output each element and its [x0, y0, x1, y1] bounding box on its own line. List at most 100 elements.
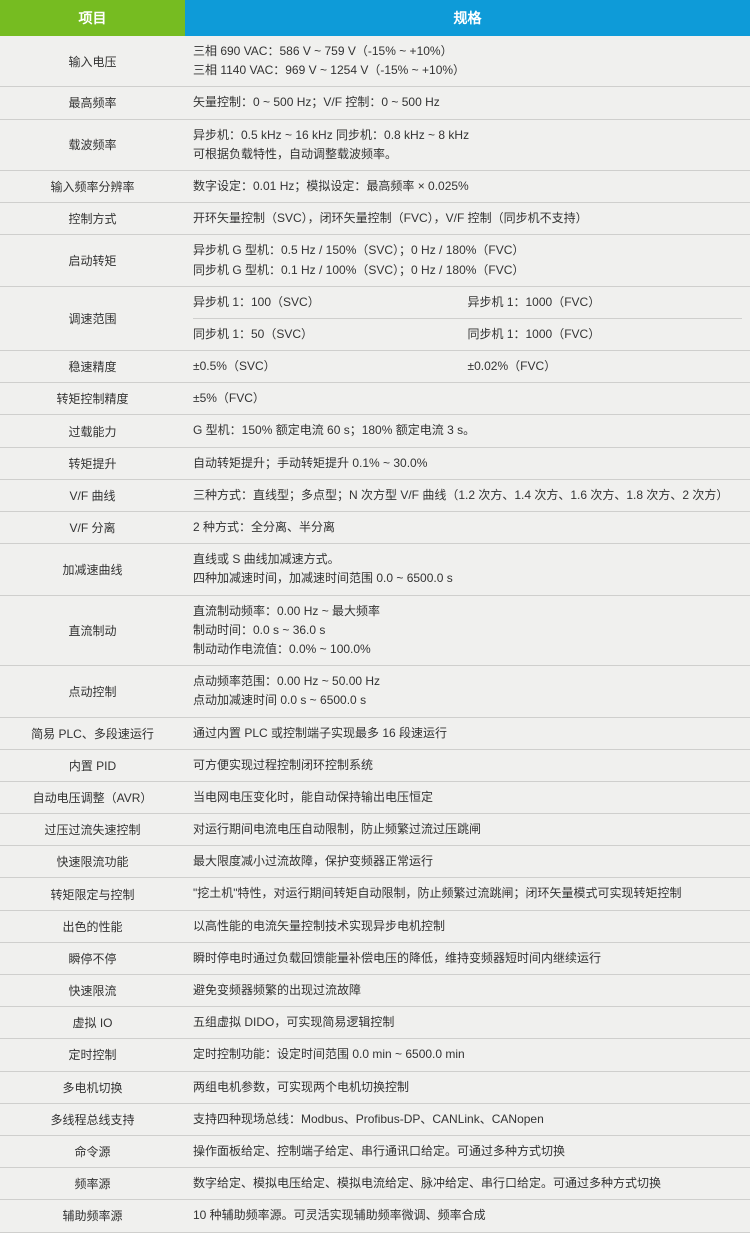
row-value: 异步机 1：100（SVC）异步机 1：1000（FVC）同步机 1：50（SV…	[185, 287, 750, 350]
table-row: 加减速曲线直线或 S 曲线加减速方式。四种加减速时间，加减速时间范围 0.0 ~…	[0, 544, 750, 595]
table-row: 过载能力 G 型机：150% 额定电流 60 s；180% 额定电流 3 s。	[0, 415, 750, 447]
value-text: 三种方式：直线型；多点型；N 次方型 V/F 曲线（1.2 次方、1.4 次方、…	[193, 486, 742, 505]
value-text: "挖土机"特性，对运行期间转矩自动限制，防止频繁过流跳闸；闭环矢量模式可实现转矩…	[193, 884, 742, 903]
row-value: 五组虚拟 DIDO，可实现简易逻辑控制	[185, 1007, 750, 1038]
value-text: 数字设定：0.01 Hz；模拟设定：最高频率 × 0.025%	[193, 177, 742, 196]
header-item: 项目	[0, 0, 185, 36]
table-row: 稳速精度 ±0.5%（SVC）±0.02%（FVC）	[0, 351, 750, 383]
table-row: 出色的性能以高性能的电流矢量控制技术实现异步电机控制	[0, 911, 750, 943]
value-text: 自动转矩提升；手动转矩提升 0.1% ~ 30.0%	[193, 454, 742, 473]
row-value: 瞬时停电时通过负载回馈能量补偿电压的降低，维持变频器短时间内继续运行	[185, 943, 750, 974]
value-text: G 型机：150% 额定电流 60 s；180% 额定电流 3 s。	[193, 421, 742, 440]
row-label: 出色的性能	[0, 911, 185, 942]
value-text: 支持四种现场总线：Modbus、Profibus-DP、CANLink、CANo…	[193, 1110, 742, 1129]
value-text: 五组虚拟 DIDO，可实现简易逻辑控制	[193, 1013, 742, 1032]
row-value: 三相 690 VAC：586 V ~ 759 V（-15% ~ +10%）三相 …	[185, 36, 750, 86]
row-label: 加减速曲线	[0, 544, 185, 594]
value-text: 数字给定、模拟电压给定、模拟电流给定、脉冲给定、串行口给定。可通过多种方式切换	[193, 1174, 742, 1193]
value-text: 当电网电压变化时，能自动保持输出电压恒定	[193, 788, 742, 807]
row-label: 转矩限定与控制	[0, 878, 185, 909]
row-label: 内置 PID	[0, 750, 185, 781]
row-label: 多电机切换	[0, 1072, 185, 1103]
table-row: 调速范围异步机 1：100（SVC）异步机 1：1000（FVC）同步机 1：5…	[0, 287, 750, 351]
value-text: 10 种辅助频率源。可灵活实现辅助频率微调、频率合成	[193, 1206, 742, 1225]
value-text: 操作面板给定、控制端子给定、串行通讯口给定。可通过多种方式切换	[193, 1142, 742, 1161]
table-row: 输入电压三相 690 VAC：586 V ~ 759 V（-15% ~ +10%…	[0, 36, 750, 87]
row-label: 启动转矩	[0, 235, 185, 285]
table-row: 简易 PLC、多段速运行通过内置 PLC 或控制端子实现最多 16 段速运行	[0, 718, 750, 750]
row-value: 数字给定、模拟电压给定、模拟电流给定、脉冲给定、串行口给定。可通过多种方式切换	[185, 1168, 750, 1199]
row-value: 直流制动频率：0.00 Hz ~ 最大频率制动时间：0.0 s ~ 36.0 s…	[185, 596, 750, 666]
row-label: 输入电压	[0, 36, 185, 86]
row-label: 快速限流功能	[0, 846, 185, 877]
table-row: 点动控制点动频率范围：0.00 Hz ~ 50.00 Hz点动加减速时间 0.0…	[0, 666, 750, 717]
row-label: 稳速精度	[0, 351, 185, 382]
value-text: 对运行期间电流电压自动限制，防止频繁过流过压跳闸	[193, 820, 742, 839]
row-value: 直线或 S 曲线加减速方式。四种加减速时间，加减速时间范围 0.0 ~ 6500…	[185, 544, 750, 594]
row-value: 异步机 G 型机：0.5 Hz / 150%（SVC）；0 Hz / 180%（…	[185, 235, 750, 285]
row-label: 最高频率	[0, 87, 185, 118]
row-value: 2 种方式：全分离、半分离	[185, 512, 750, 543]
row-label: 调速范围	[0, 287, 185, 350]
value-text: 直线或 S 曲线加减速方式。四种加减速时间，加减速时间范围 0.0 ~ 6500…	[193, 550, 742, 588]
row-label: 虚拟 IO	[0, 1007, 185, 1038]
row-value: 可方便实现过程控制闭环控制系统	[185, 750, 750, 781]
row-value: 最大限度减小过流故障，保护变频器正常运行	[185, 846, 750, 877]
row-value: 点动频率范围：0.00 Hz ~ 50.00 Hz点动加减速时间 0.0 s ~…	[185, 666, 750, 716]
value-text: 直流制动频率：0.00 Hz ~ 最大频率制动时间：0.0 s ~ 36.0 s…	[193, 602, 742, 660]
table-row: 快速限流功能最大限度减小过流故障，保护变频器正常运行	[0, 846, 750, 878]
table-row: 多电机切换两组电机参数，可实现两个电机切换控制	[0, 1072, 750, 1104]
table-header: 项目 规格	[0, 0, 750, 36]
row-label: 辅助频率源	[0, 1200, 185, 1231]
header-spec: 规格	[185, 0, 750, 36]
cell: 同步机 1：50（SVC）	[193, 325, 468, 344]
value-text: 异步机：0.5 kHz ~ 16 kHz 同步机：0.8 kHz ~ 8 kHz…	[193, 126, 742, 164]
table-row: 虚拟 IO 五组虚拟 DIDO，可实现简易逻辑控制	[0, 1007, 750, 1039]
cell: 异步机 1：100（SVC）	[193, 293, 468, 312]
row-value: 定时控制功能：设定时间范围 0.0 min ~ 6500.0 min	[185, 1039, 750, 1070]
value-text: 点动频率范围：0.00 Hz ~ 50.00 Hz点动加减速时间 0.0 s ~…	[193, 672, 742, 710]
row-label: 输入频率分辨率	[0, 171, 185, 202]
row-label: V/F 分离	[0, 512, 185, 543]
row-label: 转矩提升	[0, 448, 185, 479]
row-value: 当电网电压变化时，能自动保持输出电压恒定	[185, 782, 750, 813]
table-row: V/F 分离 2 种方式：全分离、半分离	[0, 512, 750, 544]
table-row: 辅助频率源 10 种辅助频率源。可灵活实现辅助频率微调、频率合成	[0, 1200, 750, 1232]
table-row: 控制方式开环矢量控制（SVC），闭环矢量控制（FVC），V/F 控制（同步机不支…	[0, 203, 750, 235]
row-label: 过载能力	[0, 415, 185, 446]
table-row: 转矩控制精度 ±5%（FVC）	[0, 383, 750, 415]
spec-table: 项目 规格 输入电压三相 690 VAC：586 V ~ 759 V（-15% …	[0, 0, 750, 1233]
value-text: 瞬时停电时通过负载回馈能量补偿电压的降低，维持变频器短时间内继续运行	[193, 949, 742, 968]
table-row: 频率源数字给定、模拟电压给定、模拟电流给定、脉冲给定、串行口给定。可通过多种方式…	[0, 1168, 750, 1200]
table-row: 输入频率分辨率数字设定：0.01 Hz；模拟设定：最高频率 × 0.025%	[0, 171, 750, 203]
table-row: 过压过流失速控制对运行期间电流电压自动限制，防止频繁过流过压跳闸	[0, 814, 750, 846]
row-value: 数字设定：0.01 Hz；模拟设定：最高频率 × 0.025%	[185, 171, 750, 202]
row-value: 异步机：0.5 kHz ~ 16 kHz 同步机：0.8 kHz ~ 8 kHz…	[185, 120, 750, 170]
table-row: 内置 PID 可方便实现过程控制闭环控制系统	[0, 750, 750, 782]
value-text: ±5%（FVC）	[193, 389, 742, 408]
row-label: 转矩控制精度	[0, 383, 185, 414]
cell: 异步机 1：1000（FVC）	[468, 293, 743, 312]
row-value: 对运行期间电流电压自动限制，防止频繁过流过压跳闸	[185, 814, 750, 845]
row-value: "挖土机"特性，对运行期间转矩自动限制，防止频繁过流跳闸；闭环矢量模式可实现转矩…	[185, 878, 750, 909]
row-label: 简易 PLC、多段速运行	[0, 718, 185, 749]
table-row: 载波频率异步机：0.5 kHz ~ 16 kHz 同步机：0.8 kHz ~ 8…	[0, 120, 750, 171]
cell: ±0.02%（FVC）	[468, 357, 743, 376]
cell: ±0.5%（SVC）	[193, 357, 468, 376]
value-text: 2 种方式：全分离、半分离	[193, 518, 742, 537]
row-value: ±5%（FVC）	[185, 383, 750, 414]
row-value: 操作面板给定、控制端子给定、串行通讯口给定。可通过多种方式切换	[185, 1136, 750, 1167]
row-label: 自动电压调整（AVR）	[0, 782, 185, 813]
table-row: V/F 曲线三种方式：直线型；多点型；N 次方型 V/F 曲线（1.2 次方、1…	[0, 480, 750, 512]
row-label: 载波频率	[0, 120, 185, 170]
row-label: 频率源	[0, 1168, 185, 1199]
value-text: 可方便实现过程控制闭环控制系统	[193, 756, 742, 775]
table-row: 定时控制定时控制功能：设定时间范围 0.0 min ~ 6500.0 min	[0, 1039, 750, 1071]
cell: 同步机 1：1000（FVC）	[468, 325, 743, 344]
row-label: 控制方式	[0, 203, 185, 234]
table-row: 最高频率矢量控制：0 ~ 500 Hz；V/F 控制：0 ~ 500 Hz	[0, 87, 750, 119]
row-value: 自动转矩提升；手动转矩提升 0.1% ~ 30.0%	[185, 448, 750, 479]
row-label: 定时控制	[0, 1039, 185, 1070]
row-label: 命令源	[0, 1136, 185, 1167]
row-value: 10 种辅助频率源。可灵活实现辅助频率微调、频率合成	[185, 1200, 750, 1231]
